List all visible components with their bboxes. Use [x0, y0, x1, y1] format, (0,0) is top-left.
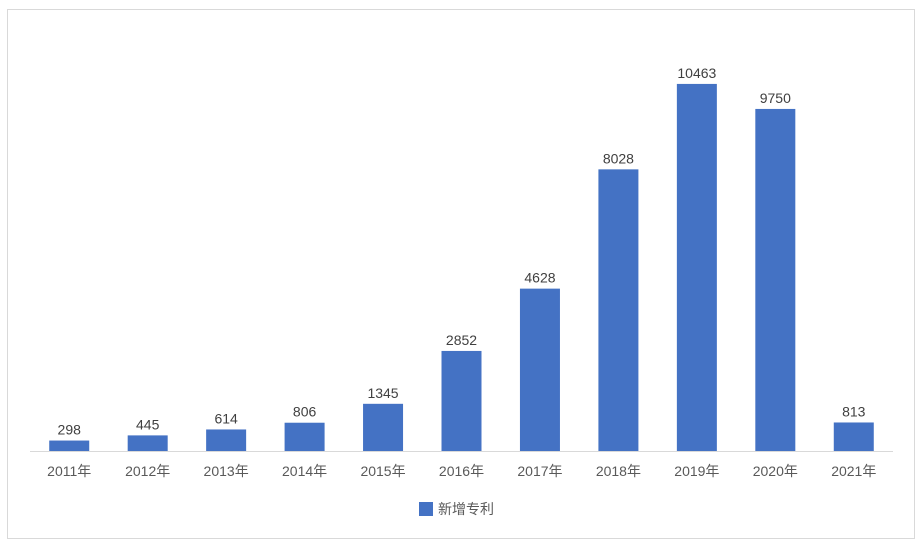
- bar-7: [598, 169, 639, 451]
- data-label-10: 813: [842, 403, 866, 419]
- data-label-3: 806: [293, 404, 317, 420]
- x-tick-label-4: 2015年: [360, 463, 405, 479]
- x-tick-label-7: 2018年: [596, 463, 641, 479]
- data-label-2: 614: [214, 410, 238, 426]
- x-tick-label-5: 2016年: [439, 463, 484, 479]
- bar-10: [833, 422, 874, 451]
- bar-3: [284, 422, 325, 451]
- x-tick-label-3: 2014年: [282, 463, 327, 479]
- data-label-4: 1345: [367, 385, 398, 401]
- x-tick-label-9: 2020年: [753, 463, 798, 479]
- data-label-1: 445: [136, 416, 160, 432]
- x-tick-label-6: 2017年: [517, 463, 562, 479]
- x-tick-label-1: 2012年: [125, 463, 170, 479]
- legend-swatch: [419, 502, 433, 516]
- bar-5: [441, 350, 482, 451]
- bar-9: [755, 108, 796, 451]
- data-label-9: 9750: [760, 90, 791, 106]
- x-tick-label-8: 2019年: [674, 463, 719, 479]
- x-tick-label-0: 2011年: [47, 463, 91, 479]
- data-label-7: 8028: [603, 150, 634, 166]
- bar-0: [49, 440, 90, 451]
- data-label-5: 2852: [446, 332, 477, 348]
- data-label-0: 298: [58, 422, 82, 438]
- bar-2: [206, 429, 247, 451]
- x-tick-label-10: 2021年: [831, 463, 876, 479]
- x-tick-label-2: 2013年: [204, 463, 249, 479]
- legend-label: 新增专利: [438, 501, 494, 517]
- bar-1: [127, 435, 168, 451]
- data-label-6: 4628: [524, 270, 555, 286]
- data-label-8: 10463: [677, 65, 716, 81]
- bar-6: [519, 288, 560, 451]
- bar-4: [363, 403, 404, 451]
- bar-8: [676, 83, 717, 451]
